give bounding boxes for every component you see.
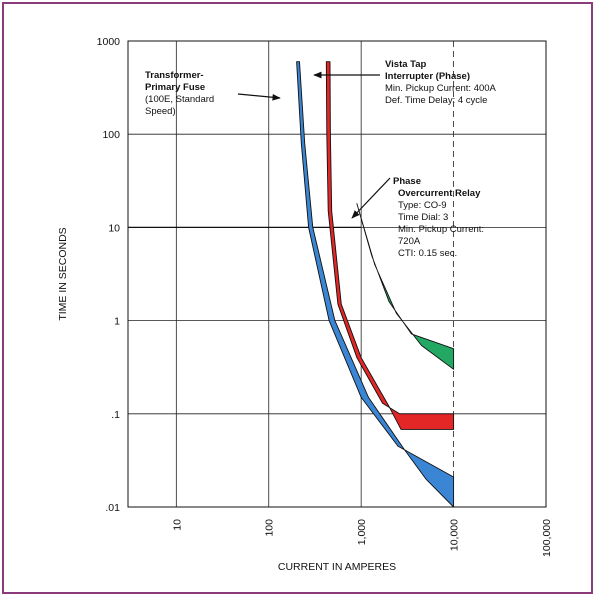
y-tick-label-4: .1 xyxy=(111,409,120,421)
annotation-0-line-2: (100E, Standard xyxy=(145,94,214,105)
x-tick-label-0: 10 xyxy=(171,519,183,531)
y-tick-label-3: 1 xyxy=(114,316,120,328)
annotation-1-line-2: Min. Pickup Current: 400A xyxy=(385,83,497,94)
annotation-1-line-3: Def. Time Delay: 4 cycle xyxy=(385,95,487,106)
annotation-arrow-2 xyxy=(351,177,391,219)
y-tick-label-1: 100 xyxy=(102,129,120,141)
x-tick-label-2: 1,000 xyxy=(356,519,368,545)
annotation-1-line-0: Vista Tap xyxy=(385,59,427,70)
x-tick-label-1: 100 xyxy=(264,519,276,537)
curve-band-1 xyxy=(325,61,455,430)
annotation-2-line-6: CTI: 0.15 sec. xyxy=(398,248,457,259)
annotation-0-line-3: Speed) xyxy=(145,106,176,117)
y-axis-label: TIME IN SECONDS xyxy=(57,227,69,320)
annotation-1-line-1: Interrupter (Phase) xyxy=(385,71,470,82)
annotations: Transformer-Primary Fuse(100E, StandardS… xyxy=(145,59,497,259)
annotation-2-line-4: Min. Pickup Current: xyxy=(398,224,484,235)
annotation-2-line-5: 720A xyxy=(398,236,421,247)
curve-band-2 xyxy=(356,203,455,370)
annotation-arrows xyxy=(237,71,391,219)
y-tick-label-2: 10 xyxy=(108,222,120,234)
annotation-2-line-2: Type: CO-9 xyxy=(398,200,447,211)
tick-labels: 1000 100 10 1 .1 .01 10 100 1,000 10,000 100,000 xyxy=(97,36,553,557)
annotation-2-line-0: Phase xyxy=(393,176,421,187)
curve-band-0 xyxy=(296,61,455,508)
x-tick-label-3: 10,000 xyxy=(449,519,461,551)
annotation-2-line-1: Overcurrent Relay xyxy=(398,188,481,199)
plot-border xyxy=(127,40,547,508)
curve-bands xyxy=(296,61,455,508)
plot-frame xyxy=(127,40,547,508)
annotation-arrow-0 xyxy=(237,93,281,101)
y-tick-label-5: .01 xyxy=(105,502,120,514)
annotation-2-line-3: Time Dial: 3 xyxy=(398,212,448,223)
annotation-0-line-1: Primary Fuse xyxy=(145,82,205,93)
y-tick-label-0: 1000 xyxy=(97,36,121,48)
x-tick-label-4: 100,000 xyxy=(541,519,553,557)
annotation-0-line-0: Transformer- xyxy=(145,70,204,81)
x-axis-label: CURRENT IN AMPERES xyxy=(278,561,396,573)
reference-lines xyxy=(128,41,454,507)
annotation-0: Transformer-Primary Fuse(100E, StandardS… xyxy=(145,70,214,117)
